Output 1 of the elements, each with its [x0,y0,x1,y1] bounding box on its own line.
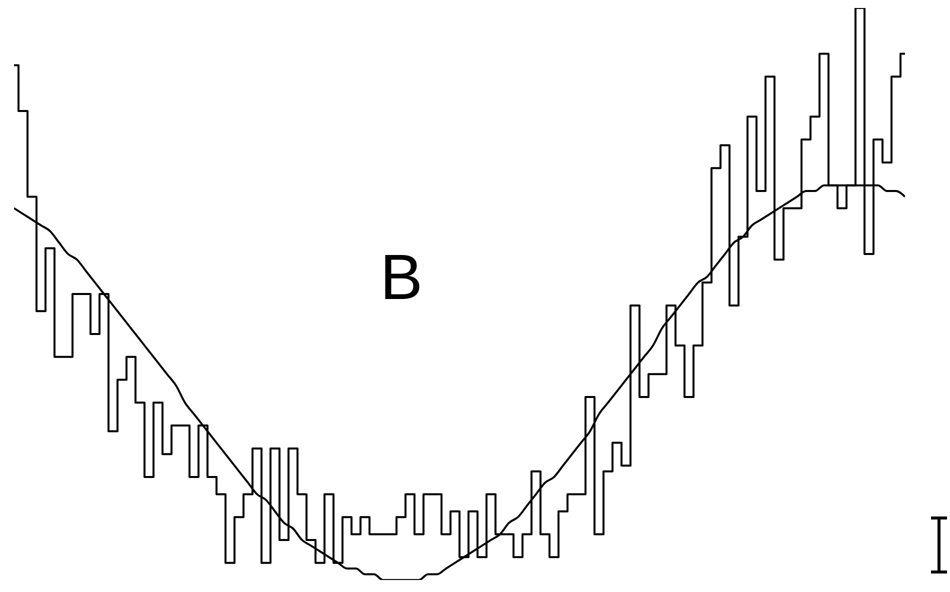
annotation: B [380,240,423,314]
